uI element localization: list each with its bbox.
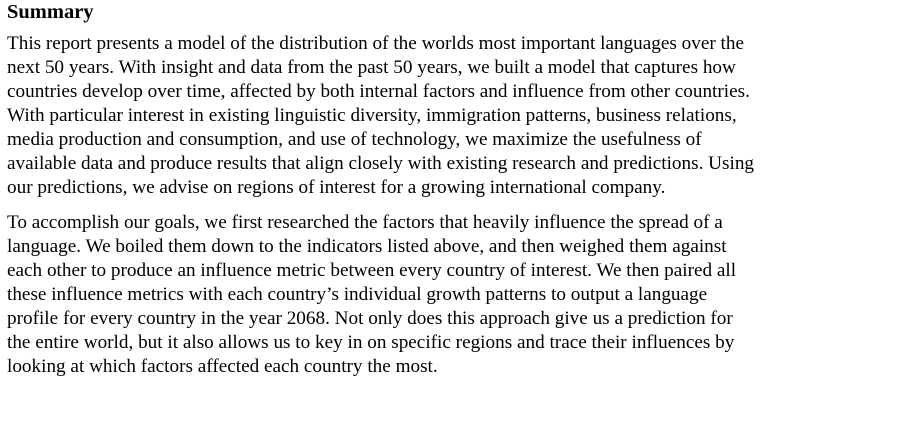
section-heading: Summary — [7, 1, 94, 23]
paragraph-line: profile for every country in the year 20… — [7, 308, 733, 329]
paragraph-line: countries develop over time, affected by… — [7, 81, 750, 102]
paragraph-line: our predictions, we advise on regions of… — [7, 177, 666, 198]
paragraph-line: To accomplish our goals, we first resear… — [7, 212, 723, 233]
summary-paragraph-2: To accomplish our goals, we first resear… — [7, 211, 905, 379]
paragraph-line: next 50 years. With insight and data fro… — [7, 57, 736, 78]
paragraph-line: the entire world, but it also allows us … — [7, 332, 735, 353]
paragraph-line: With particular interest in existing lin… — [7, 105, 737, 126]
document-page: Summary This report presents a model of … — [7, 0, 905, 379]
paragraph-line: media production and consumption, and us… — [7, 129, 702, 150]
paragraph-line: This report presents a model of the dist… — [7, 33, 744, 54]
summary-paragraph-1: This report presents a model of the dist… — [7, 32, 905, 200]
paragraph-line: available data and produce results that … — [7, 153, 755, 174]
paragraph-line: looking at which factors affected each c… — [7, 356, 438, 377]
paragraph-line: language. We boiled them down to the ind… — [7, 236, 727, 257]
paragraph-line: each other to produce an influence metri… — [7, 260, 737, 281]
paragraph-line: these influence metrics with each countr… — [7, 284, 708, 305]
